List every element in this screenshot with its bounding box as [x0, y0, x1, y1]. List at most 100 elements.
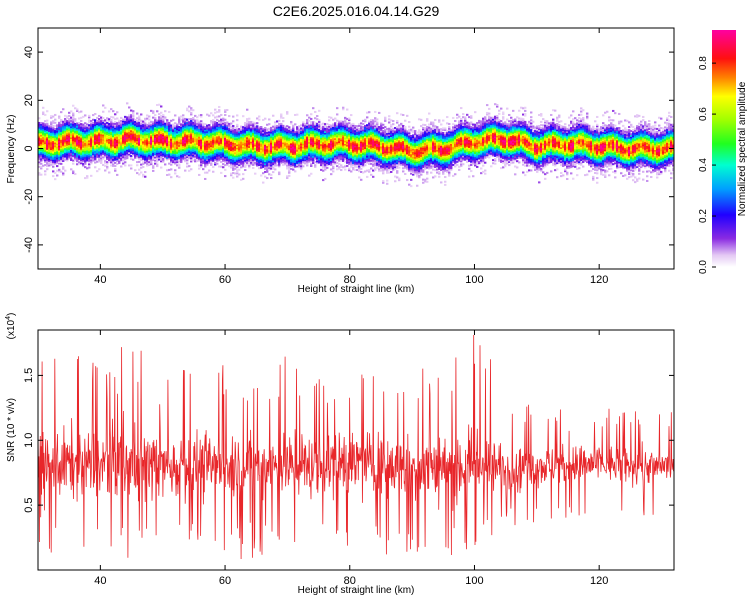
- heatmap-cell: [242, 127, 245, 130]
- heatmap-cell: [378, 129, 381, 132]
- heatmap-cell: [78, 147, 81, 150]
- heatmap-cell: [310, 147, 313, 150]
- heatmap-cell: [164, 122, 167, 125]
- heatmap-cell: [184, 135, 187, 138]
- heatmap-cell: [116, 159, 119, 162]
- heatmap-cell: [226, 141, 229, 144]
- heatmap-cell: [248, 144, 251, 147]
- heatmap-cell: [326, 137, 329, 140]
- heatmap-cell: [230, 128, 233, 131]
- heatmap-cell: [80, 140, 83, 143]
- heatmap-cell: [150, 120, 153, 123]
- heatmap-cell: [202, 152, 205, 155]
- heatmap-cell: [150, 159, 153, 162]
- heatmap-cell: [148, 142, 151, 145]
- heatmap-cell: [196, 131, 199, 134]
- heatmap-cell: [376, 160, 379, 163]
- heatmap-cell: [306, 114, 309, 117]
- heatmap-cell: [196, 133, 199, 136]
- heatmap-cell: [314, 150, 317, 153]
- heatmap-cell: [280, 127, 283, 130]
- heatmap-cell: [44, 146, 47, 149]
- heatmap-cell: [326, 166, 329, 169]
- heatmap-cell: [56, 124, 59, 127]
- heatmap-cell: [204, 151, 207, 154]
- heatmap-cell: [90, 140, 93, 143]
- heatmap-cell: [174, 163, 177, 166]
- heatmap-cell: [140, 157, 143, 160]
- heatmap-cell: [226, 132, 229, 135]
- heatmap-cell: [260, 136, 263, 139]
- heatmap-cell: [262, 131, 265, 134]
- heatmap-cell: [174, 145, 177, 148]
- heatmap-cell: [380, 142, 383, 145]
- heatmap-cell: [374, 162, 377, 165]
- heatmap-cell: [84, 159, 87, 162]
- heatmap-cell: [82, 145, 85, 148]
- heatmap-cell: [350, 145, 353, 148]
- heatmap-cell: [288, 126, 291, 129]
- heatmap-cell: [216, 145, 219, 148]
- heatmap-cell: [312, 158, 315, 161]
- heatmap-cell: [62, 134, 65, 137]
- heatmap-cell: [94, 153, 97, 156]
- heatmap-cell: [148, 129, 151, 132]
- heatmap-cell: [310, 155, 313, 158]
- heatmap-cell: [124, 153, 127, 156]
- heatmap-cell: [140, 136, 143, 139]
- heatmap-cell: [134, 130, 137, 133]
- heatmap-cell: [50, 149, 53, 152]
- heatmap-cell: [298, 130, 301, 133]
- heatmap-cell: [122, 139, 125, 142]
- heatmap-cell: [166, 153, 169, 156]
- heatmap-cell: [166, 128, 169, 131]
- heatmap-cell: [142, 140, 145, 143]
- heatmap-cell: [266, 155, 269, 158]
- heatmap-cell: [222, 134, 225, 137]
- heatmap-cell: [84, 145, 87, 148]
- heatmap-cell: [234, 148, 237, 151]
- heatmap-cell: [280, 146, 283, 149]
- heatmap-cell: [266, 134, 269, 137]
- heatmap-cell: [320, 156, 323, 159]
- heatmap-cell: [312, 149, 315, 152]
- heatmap-cell: [380, 135, 383, 138]
- heatmap-cell: [178, 144, 181, 147]
- heatmap-cell: [88, 119, 91, 122]
- heatmap-cell: [100, 154, 103, 157]
- heatmap-cell: [174, 150, 177, 153]
- heatmap-cell: [276, 151, 279, 154]
- heatmap-cell: [76, 125, 79, 128]
- heatmap-cell: [214, 157, 217, 160]
- heatmap-cell: [72, 150, 75, 153]
- heatmap-cell: [164, 110, 167, 113]
- heatmap-cell: [210, 157, 213, 160]
- heatmap-cell: [292, 146, 295, 149]
- heatmap-cell: [218, 135, 221, 138]
- heatmap-cell: [280, 122, 283, 125]
- heatmap-cell: [226, 124, 229, 127]
- heatmap-cell: [316, 127, 319, 130]
- heatmap-cell: [100, 132, 103, 135]
- heatmap-cell: [258, 162, 261, 165]
- heatmap-cell: [164, 133, 167, 136]
- heatmap-cell: [62, 166, 65, 169]
- heatmap-cell: [118, 135, 121, 138]
- heatmap-cell: [306, 161, 309, 164]
- heatmap-cell: [368, 120, 371, 123]
- heatmap-cell: [144, 135, 147, 138]
- heatmap-cell: [142, 158, 145, 161]
- heatmap-cell: [280, 160, 283, 163]
- heatmap-cell: [104, 160, 107, 163]
- heatmap-cell: [78, 131, 81, 134]
- heatmap-cell: [80, 154, 83, 157]
- heatmap-cell: [98, 130, 101, 133]
- heatmap-cell: [116, 162, 119, 165]
- heatmap-cell: [298, 144, 301, 147]
- heatmap-cell: [344, 151, 347, 154]
- heatmap-cell: [110, 159, 113, 162]
- heatmap-cell: [342, 152, 345, 155]
- heatmap-cell: [90, 159, 93, 162]
- heatmap-cell: [182, 145, 185, 148]
- heatmap-cell: [78, 129, 81, 132]
